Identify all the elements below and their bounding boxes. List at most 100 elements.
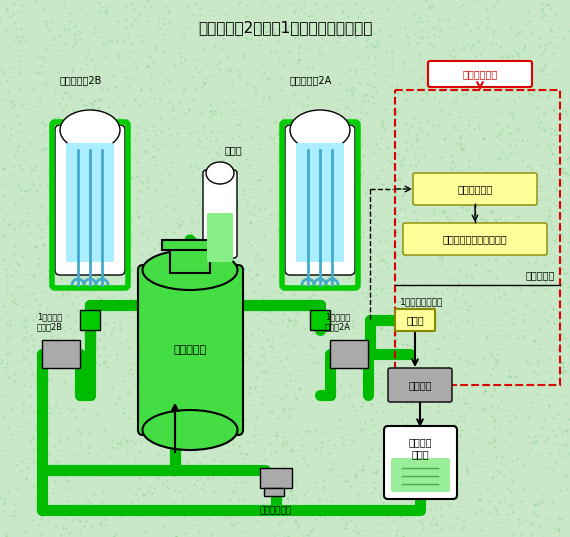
Point bbox=[105, 453, 114, 462]
Point bbox=[260, 350, 269, 358]
Point bbox=[344, 149, 353, 158]
Point bbox=[67, 267, 76, 276]
Point bbox=[558, 165, 567, 173]
Point bbox=[557, 367, 566, 376]
Point bbox=[0, 256, 7, 264]
Point bbox=[360, 64, 369, 73]
Point bbox=[91, 301, 100, 310]
Point bbox=[86, 304, 95, 313]
Point bbox=[126, 235, 135, 244]
Point bbox=[199, 263, 208, 271]
Point bbox=[114, 227, 123, 236]
Point bbox=[194, 239, 203, 248]
Point bbox=[109, 323, 118, 332]
Point bbox=[328, 459, 337, 468]
Point bbox=[21, 216, 30, 225]
Point bbox=[149, 320, 158, 329]
Point bbox=[436, 86, 445, 95]
Point bbox=[271, 432, 280, 440]
Point bbox=[319, 111, 328, 119]
Point bbox=[2, 211, 11, 219]
Point bbox=[223, 149, 232, 158]
Point bbox=[206, 361, 215, 369]
Point bbox=[66, 17, 75, 26]
Point bbox=[366, 344, 375, 353]
Point bbox=[475, 123, 484, 132]
Point bbox=[517, 237, 526, 245]
Point bbox=[558, 177, 567, 186]
Point bbox=[346, 86, 355, 95]
Point bbox=[333, 195, 343, 204]
Point bbox=[77, 189, 86, 198]
Point bbox=[127, 214, 136, 222]
Point bbox=[36, 505, 45, 513]
Point bbox=[560, 333, 569, 342]
Point bbox=[279, 441, 288, 449]
Point bbox=[526, 28, 535, 37]
Ellipse shape bbox=[142, 250, 238, 290]
Point bbox=[177, 392, 186, 401]
Point bbox=[563, 283, 570, 292]
Point bbox=[392, 109, 401, 118]
Point bbox=[6, 315, 15, 324]
Point bbox=[14, 60, 23, 69]
Point bbox=[555, 147, 564, 155]
Point bbox=[149, 152, 158, 161]
Point bbox=[464, 116, 473, 125]
Point bbox=[449, 194, 458, 203]
Point bbox=[170, 470, 179, 479]
Point bbox=[450, 315, 459, 323]
Point bbox=[2, 359, 11, 367]
Point bbox=[423, 58, 432, 67]
Point bbox=[274, 226, 283, 234]
Point bbox=[0, 214, 9, 223]
Point bbox=[433, 435, 442, 444]
Point bbox=[361, 502, 370, 510]
Point bbox=[474, 153, 483, 161]
Point bbox=[110, 174, 119, 183]
Point bbox=[37, 423, 46, 432]
Point bbox=[103, 470, 112, 478]
Point bbox=[203, 275, 212, 284]
Point bbox=[389, 517, 398, 525]
Point bbox=[116, 513, 125, 521]
Point bbox=[433, 407, 442, 415]
Point bbox=[530, 259, 539, 267]
Point bbox=[200, 485, 209, 494]
Point bbox=[197, 382, 206, 391]
Point bbox=[71, 316, 80, 324]
Point bbox=[402, 468, 412, 476]
Point bbox=[435, 402, 444, 410]
Point bbox=[437, 524, 446, 533]
Point bbox=[263, 335, 272, 343]
Point bbox=[332, 23, 341, 32]
Point bbox=[560, 452, 569, 460]
Point bbox=[521, 301, 530, 309]
Point bbox=[0, 96, 7, 105]
Point bbox=[255, 41, 264, 50]
Point bbox=[144, 279, 153, 288]
Point bbox=[513, 334, 522, 343]
Point bbox=[251, 462, 260, 470]
Point bbox=[351, 470, 360, 478]
Point bbox=[558, 265, 567, 273]
Point bbox=[169, 228, 178, 236]
Point bbox=[42, 274, 51, 283]
Point bbox=[167, 434, 176, 443]
Point bbox=[374, 144, 384, 153]
Point bbox=[539, 109, 548, 118]
Point bbox=[165, 125, 174, 134]
FancyBboxPatch shape bbox=[428, 61, 532, 87]
Point bbox=[79, 394, 88, 403]
Point bbox=[426, 60, 435, 69]
Point bbox=[335, 141, 344, 150]
Point bbox=[388, 105, 397, 114]
Point bbox=[538, 5, 547, 13]
Point bbox=[126, 437, 135, 445]
Point bbox=[343, 103, 352, 111]
Point bbox=[503, 238, 512, 246]
Point bbox=[459, 43, 469, 52]
Point bbox=[379, 120, 388, 129]
Point bbox=[543, 215, 552, 223]
Point bbox=[279, 309, 288, 318]
